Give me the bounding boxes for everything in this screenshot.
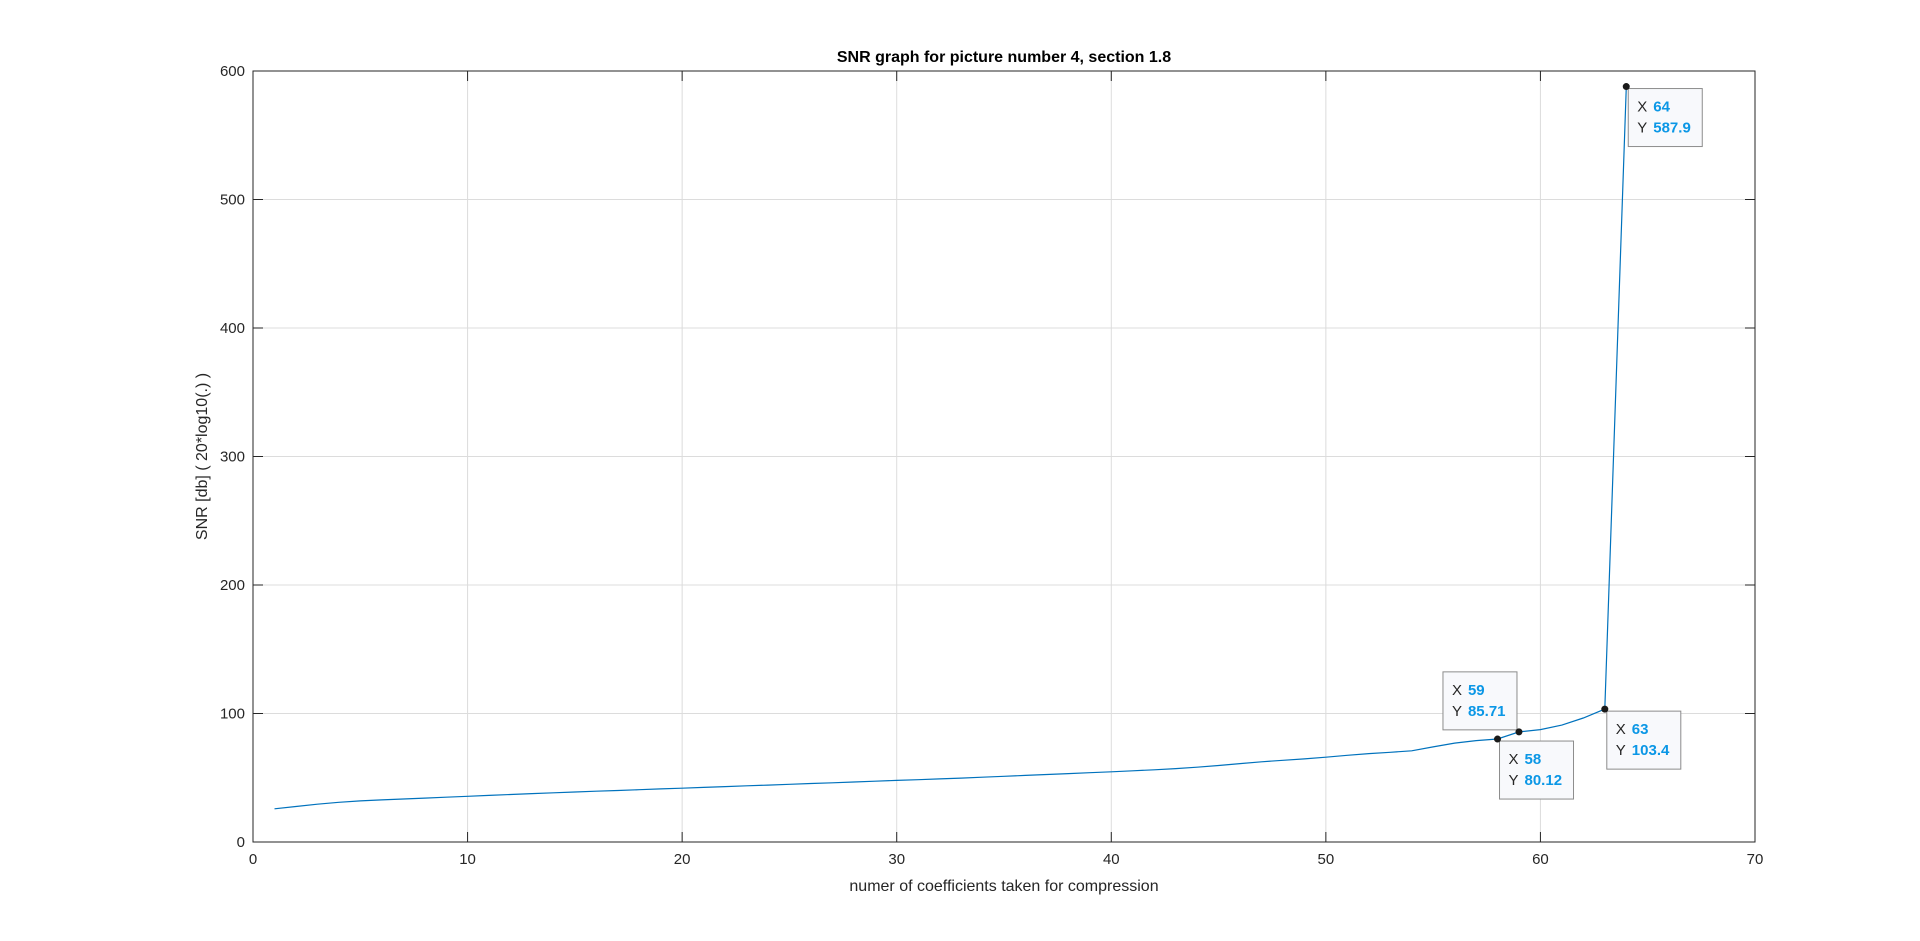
- series-line-group: [274, 86, 1627, 810]
- datatip-x-key: X: [1616, 721, 1626, 738]
- datatip-x-key: X: [1452, 682, 1462, 699]
- datatip-y-value: 85.71: [1468, 703, 1506, 720]
- datatip-y-value: 587.9: [1653, 120, 1691, 137]
- datatip-x-key: X: [1509, 751, 1519, 768]
- datatip-y-value: 80.12: [1525, 772, 1563, 789]
- y-tick-label: 0: [237, 834, 245, 851]
- datatip-y-value: 103.4: [1632, 742, 1670, 759]
- x-tick-label: 60: [1532, 851, 1549, 868]
- datatip-y-key: Y: [1452, 703, 1462, 720]
- y-tick-label: 300: [220, 449, 245, 466]
- x-tick-label: 40: [1103, 851, 1120, 868]
- datatip[interactable]: X 63 Y 103.4: [1601, 705, 1682, 770]
- x-tick-label: 0: [249, 851, 257, 868]
- x-tick-label: 20: [674, 851, 691, 868]
- tick-labels: 0 10 20 30 40 50 60 70 0 100 200 300 400 500 600: [220, 63, 1763, 868]
- datatip-box: [1627, 88, 1703, 148]
- datatip-x-value: 59: [1468, 682, 1485, 699]
- datatip-y-key: Y: [1637, 120, 1647, 137]
- y-tick-label: 600: [220, 63, 245, 80]
- y-tick-label: 100: [220, 706, 245, 723]
- x-axis-label: numer of coefficients taken for compress…: [849, 878, 1158, 895]
- datatip-x-value: 58: [1525, 751, 1542, 768]
- datatip-x-value: 64: [1653, 99, 1670, 116]
- series-line[interactable]: [274, 86, 1627, 810]
- datatip[interactable]: X 58 Y 80.12: [1494, 735, 1575, 800]
- datatip-box: [1442, 671, 1518, 731]
- datatip[interactable]: X 64 Y 587.9: [1622, 83, 1703, 148]
- x-tick-label: 70: [1747, 851, 1764, 868]
- y-tick-label: 400: [220, 320, 245, 337]
- y-tick-label: 500: [220, 192, 245, 209]
- datatip-marker: [1622, 83, 1630, 91]
- datatip-x-value: 63: [1632, 721, 1649, 738]
- y-tick-label: 200: [220, 577, 245, 594]
- datatip-y-key: Y: [1616, 742, 1626, 759]
- x-tick-label: 30: [888, 851, 905, 868]
- datatips-layer: X 58 Y 80.12 X 59 Y 85.71 X 63 Y 103.4 X 64 Y 587.9: [1442, 83, 1703, 800]
- x-tick-label: 10: [459, 851, 476, 868]
- y-axis-label: SNR [db] ( 20*log10(.) ): [194, 373, 211, 540]
- datatip-y-key: Y: [1509, 772, 1519, 789]
- datatip-marker: [1494, 735, 1502, 743]
- x-tick-label: 50: [1318, 851, 1335, 868]
- datatip-box: [1499, 740, 1575, 800]
- axis-ticks: [252, 70, 1756, 843]
- chart-title: SNR graph for picture number 4, section …: [837, 49, 1171, 66]
- datatip-marker: [1515, 728, 1523, 736]
- datatip-box: [1606, 710, 1682, 770]
- datatip-x-key: X: [1637, 99, 1647, 116]
- datatip[interactable]: X 59 Y 85.71: [1442, 671, 1523, 736]
- datatip-marker: [1601, 705, 1609, 713]
